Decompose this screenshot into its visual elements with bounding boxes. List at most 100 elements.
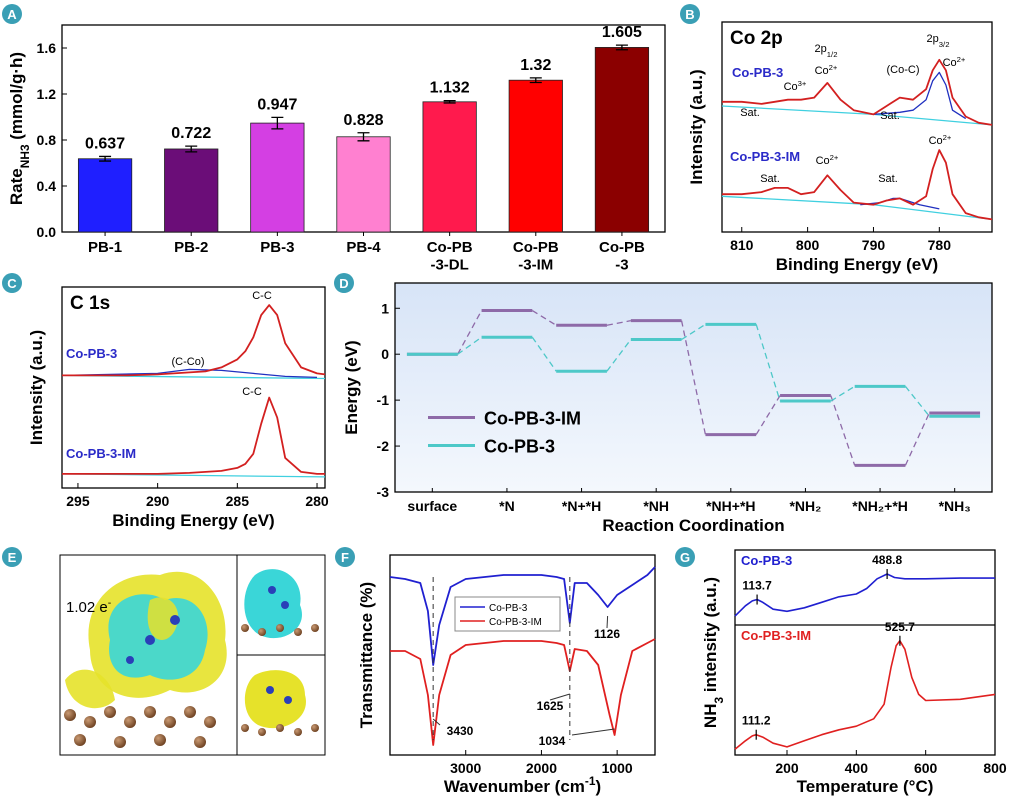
- annotation-part: 2+: [829, 63, 838, 72]
- peak-label: 111.2: [742, 714, 771, 728]
- annotation-part: 3/2: [939, 40, 950, 49]
- spectrum-line: [62, 304, 326, 377]
- x-axis-title: Binding Energy (eV): [776, 255, 938, 274]
- annotation: Sat.: [880, 110, 900, 122]
- panel-label: G: [680, 550, 690, 565]
- panel-badge: [2, 547, 22, 567]
- x-axis-title-part: -1: [585, 774, 596, 788]
- tpd-line: [734, 573, 995, 617]
- series-label: Co-PB-3-IM: [66, 446, 136, 461]
- x-tick-label: PB-3: [260, 239, 294, 256]
- x-tick-label: Co-PB -3-IM: [513, 239, 559, 273]
- x-tick-label: 2000: [526, 760, 557, 776]
- x-tick-label: 800: [796, 237, 820, 253]
- x-tick-label: 295: [66, 493, 90, 509]
- x-tick-label: Co-PB -3-DL: [427, 239, 473, 273]
- connector: [457, 310, 483, 355]
- x-axis-title: Wavenumber (cm-1): [444, 774, 601, 796]
- plot-frame: [734, 549, 996, 756]
- peak-label: 3430: [447, 724, 474, 738]
- isosurface: [244, 670, 306, 729]
- panel-title: C 1s: [70, 293, 110, 314]
- y-tick-label: -3: [377, 484, 390, 500]
- x-tick-label: 285: [226, 493, 250, 509]
- connector: [457, 336, 482, 355]
- x-tick-label: 400: [845, 760, 869, 776]
- annotation-part: 2+: [943, 133, 952, 142]
- bar: [250, 122, 305, 233]
- x-axis-title: Temperature (°C): [797, 777, 934, 796]
- annotation-part: Co: [816, 155, 830, 167]
- x-tick-label: *NH₂+*H: [852, 498, 908, 514]
- series-label: Co-PB-3-IM: [730, 149, 800, 164]
- plot-frame: [389, 554, 656, 756]
- y-tick-label: -2: [377, 438, 390, 454]
- peak-label: 113.7: [742, 579, 772, 593]
- x-tick-label: 280: [305, 493, 329, 509]
- bar: [77, 158, 133, 233]
- panel-label: F: [341, 550, 349, 565]
- panel-label: A: [7, 7, 17, 22]
- x-tick-label: 600: [914, 760, 938, 776]
- panel-label: E: [8, 550, 17, 565]
- series-label: Co-PB-3: [741, 553, 792, 568]
- spectrum-line: [62, 396, 325, 475]
- tpd-line: [734, 640, 996, 750]
- value-label: 1.132: [430, 80, 470, 97]
- x-axis-title-part: Wavenumber (cm: [444, 777, 585, 796]
- connector: [830, 395, 856, 466]
- x-tick-label: Co-PB -3: [599, 239, 645, 273]
- spectrum-line: [390, 638, 656, 746]
- annotation-part: 1.02 e: [66, 599, 108, 616]
- error-bar: [185, 145, 198, 153]
- x-tick-label-line: Co-PB: [427, 239, 473, 256]
- annotation: Co2+: [816, 153, 839, 168]
- panel-e-image: [59, 554, 326, 756]
- panel-badge: [2, 4, 22, 24]
- fit-curve: [721, 195, 993, 221]
- connector: [606, 320, 631, 326]
- y-axis-title: RateNH3 (mmol/g·h): [7, 52, 32, 205]
- annotation: 1.02 e-: [66, 597, 112, 616]
- annotation: Co3+: [784, 79, 807, 94]
- x-tick-label: 780: [928, 237, 952, 253]
- connector: [531, 310, 557, 326]
- annotation: Co2+: [815, 63, 838, 78]
- peak-pointer: [571, 728, 615, 736]
- connector: [531, 336, 557, 372]
- x-tick-label: PB-2: [174, 239, 208, 256]
- value-label: 1.605: [602, 24, 642, 41]
- peak-label: 1625: [537, 699, 564, 713]
- annotation-part: 3+: [798, 79, 807, 88]
- value-label: 0.722: [171, 125, 211, 142]
- connector: [904, 385, 930, 417]
- annotation: (Co-C): [887, 64, 920, 76]
- x-tick-label: *NH: [643, 498, 669, 514]
- isosurface: [244, 569, 302, 639]
- y-tick-label: 1: [381, 300, 389, 316]
- value-label: 0.947: [257, 96, 297, 113]
- y-axis-title: NH3 intensity (a.u.): [701, 577, 726, 728]
- x-tick-label: 290: [146, 493, 170, 509]
- substrate-atoms: [64, 624, 319, 748]
- x-tick-label-line: -3: [615, 256, 628, 273]
- peak-pointer: [549, 693, 570, 701]
- x-tick-label: *NH₂: [789, 498, 821, 514]
- annotation-part: 2+: [957, 55, 966, 64]
- annotation: C-C: [242, 386, 262, 398]
- x-tick-label: 790: [862, 237, 886, 253]
- y-axis-title-part: 3: [712, 697, 726, 704]
- annotation: Co2+: [943, 55, 966, 70]
- y-tick-label: 0: [381, 346, 389, 362]
- panel-badge: [335, 547, 355, 567]
- legend-label: Co-PB-3-IM: [484, 409, 581, 429]
- panel-title: Co 2p: [730, 28, 783, 49]
- spectrum-line: [722, 149, 993, 221]
- peak-label: 1126: [594, 627, 620, 641]
- series-label: Co-PB-3: [732, 65, 783, 80]
- annotation: Sat.: [878, 173, 898, 185]
- x-tick-label: 1000: [602, 760, 633, 776]
- x-tick-label: *NH+*H: [706, 498, 755, 514]
- spectrum-line: [722, 58, 993, 126]
- panel-badge: [334, 273, 354, 293]
